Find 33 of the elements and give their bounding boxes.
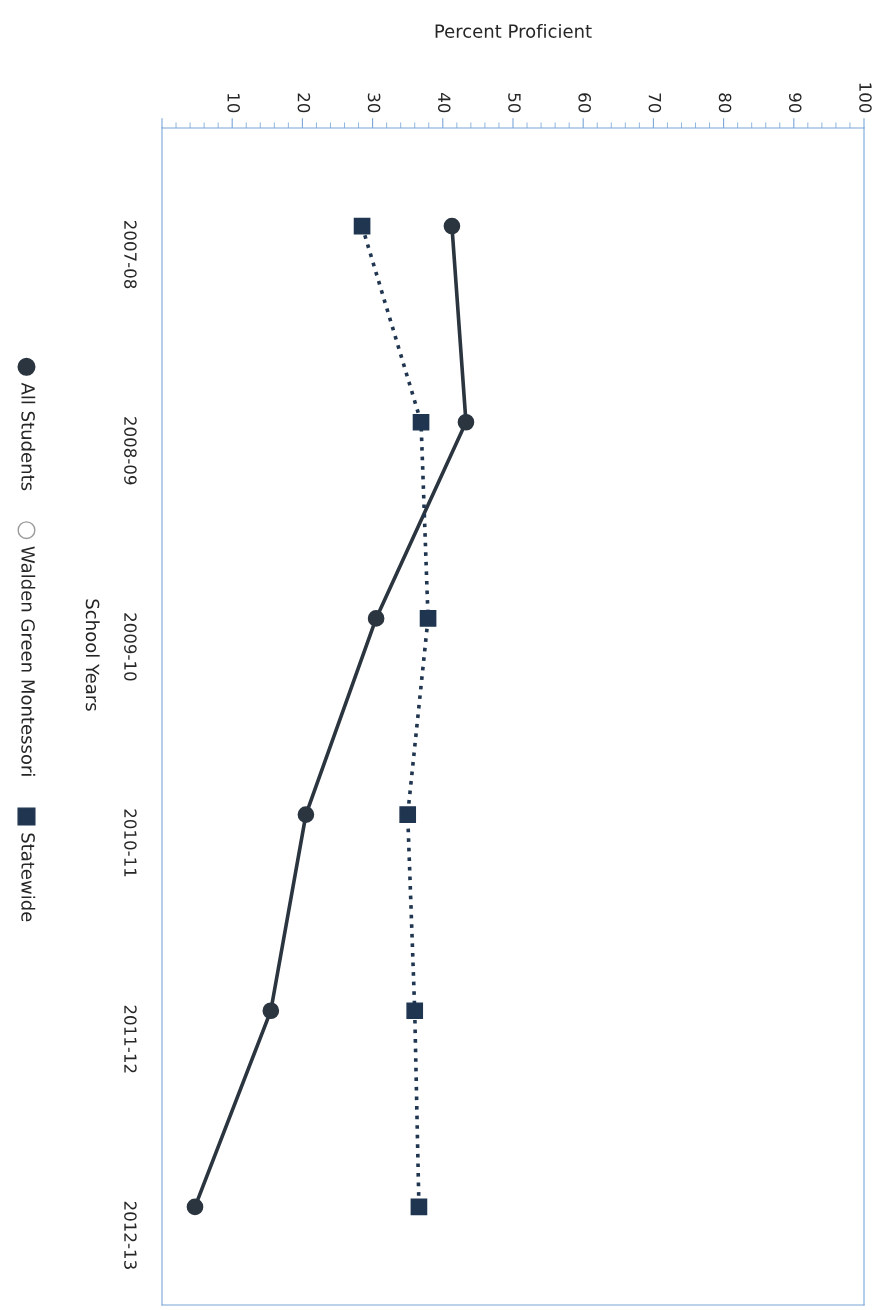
y-tick-label: 2008-09 xyxy=(124,417,137,485)
x-tick-label: 70 xyxy=(648,93,662,113)
point xyxy=(262,1002,280,1020)
point xyxy=(297,806,315,823)
y-tick-label: 2009-10 xyxy=(124,613,137,681)
x-tick-label: 10 xyxy=(227,94,240,113)
point xyxy=(410,1198,428,1216)
point xyxy=(419,610,437,627)
point xyxy=(457,413,475,431)
x-tick-label: 100 xyxy=(859,83,872,113)
x-tick-label: 60 xyxy=(578,93,591,113)
point xyxy=(399,806,417,823)
point xyxy=(406,1002,424,1020)
x-tick-label: 40 xyxy=(437,93,451,113)
point xyxy=(367,610,385,627)
legend-label: All Students xyxy=(21,382,36,491)
y-axis-title: School Years xyxy=(85,599,100,711)
x-tick-label: 80 xyxy=(718,93,732,113)
point xyxy=(412,413,430,431)
x-axis-title: Percent Proficient xyxy=(435,24,592,38)
y-tick-label: 2012-13 xyxy=(124,1201,137,1269)
x-tick-label: 50 xyxy=(508,93,521,113)
y-tick-label: 2011-12 xyxy=(124,1005,137,1073)
y-tick-label: 2007-08 xyxy=(124,220,137,289)
x-tick-label: 20 xyxy=(297,93,311,113)
x-tick-label: 30 xyxy=(367,93,381,113)
point xyxy=(353,217,371,235)
x-tick-label: 90 xyxy=(788,93,802,113)
legend-label: Walden Green Montessori xyxy=(21,546,36,776)
legend-label: Statewide xyxy=(21,833,36,922)
point xyxy=(186,1198,204,1216)
y-tick-label: 2010-11 xyxy=(124,809,137,877)
point xyxy=(443,217,461,235)
